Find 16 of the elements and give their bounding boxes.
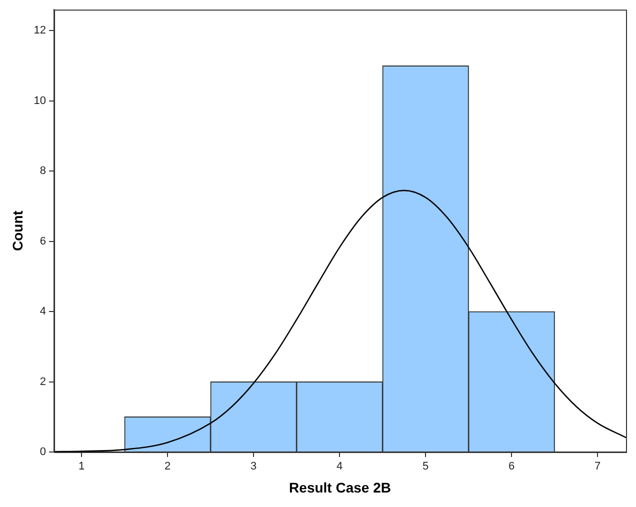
x-tick-label: 1: [78, 460, 85, 473]
x-tick-label: 5: [422, 460, 429, 473]
x-tick-label: 3: [250, 460, 257, 473]
y-axis-title: Count: [9, 210, 26, 252]
x-tick-label: 4: [336, 460, 343, 473]
y-tick-label: 4: [40, 306, 46, 318]
x-tick-label: 2: [164, 460, 171, 473]
x-tick-label: 7: [594, 460, 601, 473]
y-tick-label: 2: [40, 376, 46, 388]
y-tick-label: 10: [34, 94, 46, 107]
y-tick-label: 6: [40, 235, 46, 248]
x-tick-label: 6: [508, 460, 515, 473]
y-tick-label: 0: [40, 446, 46, 458]
y-tick-label: 8: [40, 165, 46, 178]
y-tick-label: 12: [34, 24, 46, 37]
x-axis-title: Result Case 2B: [289, 479, 391, 496]
